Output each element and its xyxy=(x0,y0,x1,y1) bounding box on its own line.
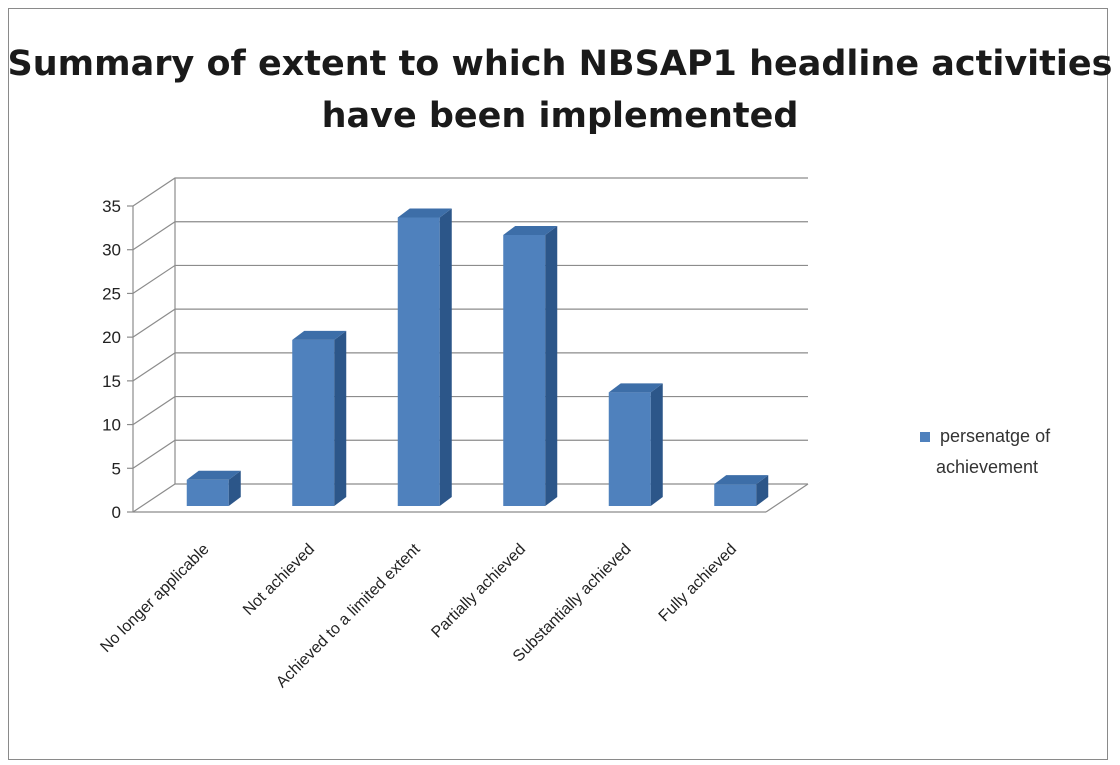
chart-frame xyxy=(8,8,1108,760)
bar-front xyxy=(608,392,651,506)
x-category-label: No longer applicable xyxy=(97,541,212,656)
x-axis-categories: No longer applicable Not achievedAchieved… xyxy=(97,540,740,691)
bar-side xyxy=(756,475,769,506)
x-category-label: Fully achieved xyxy=(656,541,740,625)
gridline xyxy=(132,221,808,251)
bar-front xyxy=(714,484,757,506)
gridline xyxy=(132,395,808,426)
bar-side xyxy=(545,225,558,506)
bar-front xyxy=(397,217,440,506)
bar-top xyxy=(397,208,452,218)
bar xyxy=(608,383,663,506)
y-tick-label: 10 xyxy=(102,416,121,435)
y-tick-label: 35 xyxy=(102,197,121,216)
bar-top xyxy=(714,475,769,485)
bar xyxy=(186,470,241,506)
y-tick-label: 5 xyxy=(112,459,121,478)
bar-side xyxy=(334,330,347,506)
x-category-label: Not achieved xyxy=(240,541,318,619)
gridline xyxy=(132,352,808,382)
y-tick-label: 0 xyxy=(112,503,121,522)
x-category-label: Substantially achieved xyxy=(510,541,635,666)
y-tick-label: 15 xyxy=(102,372,121,391)
y-axis-ticks: 0 5 10 15 20 25 30 35 xyxy=(102,197,133,522)
y-tick-label: 30 xyxy=(102,241,121,260)
legend-swatch xyxy=(920,432,930,442)
legend-label-line2: achievement xyxy=(936,457,1038,477)
bar xyxy=(292,330,347,506)
bar-top xyxy=(292,330,347,340)
y-tick-label: 25 xyxy=(102,284,121,303)
legend: persenatge of achievement xyxy=(920,426,1051,477)
gridline xyxy=(132,483,808,513)
bar xyxy=(397,208,452,506)
bar-side xyxy=(650,383,663,506)
gridline xyxy=(132,264,808,294)
legend-label-line1: persenatge of xyxy=(940,426,1051,446)
chart-walls xyxy=(132,178,809,513)
chart-title: Summary of extent to which NBSAP1 headli… xyxy=(7,44,1113,136)
bars xyxy=(186,208,769,506)
bar-top xyxy=(186,470,241,480)
bar-front xyxy=(503,234,546,506)
bar-top xyxy=(503,225,558,235)
bar-front xyxy=(292,339,335,506)
bar-top xyxy=(608,383,663,393)
bar-front xyxy=(186,479,229,506)
gridline xyxy=(132,308,808,338)
gridlines xyxy=(132,177,808,513)
bar-side xyxy=(228,470,241,506)
bar-side xyxy=(439,208,452,506)
floor-right-edge xyxy=(765,483,809,513)
bar xyxy=(714,475,769,506)
gridline xyxy=(132,439,808,469)
x-category-label: Partially achieved xyxy=(428,541,529,642)
gridline xyxy=(132,177,808,207)
bar xyxy=(503,225,558,506)
y-tick-label: 20 xyxy=(102,328,121,347)
